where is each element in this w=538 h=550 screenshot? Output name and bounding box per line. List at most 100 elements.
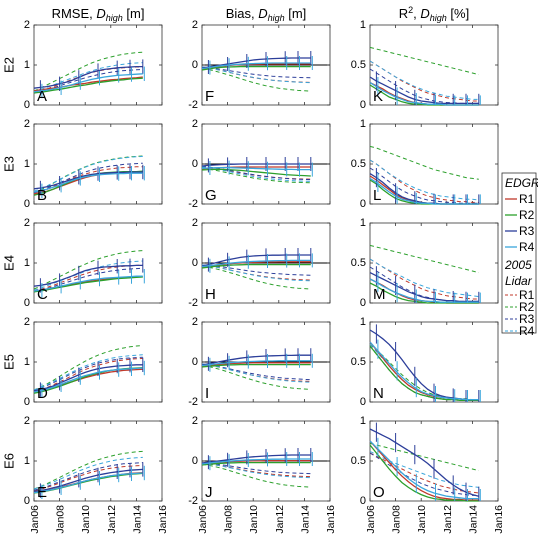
- lidar-line-R1: [201, 363, 311, 382]
- y-tick-label: 0: [360, 495, 366, 507]
- lidar-line-R2: [33, 345, 143, 391]
- panel-M: 0 0.5 1 M: [351, 217, 499, 309]
- edgr-line-R3: [33, 364, 143, 392]
- panel-letter: F: [205, 88, 214, 105]
- lidar-line-R2: [201, 167, 311, 184]
- y-tick-label: -2: [188, 198, 198, 210]
- edgr-line-R3: [201, 254, 311, 267]
- edgr-line-R3: [201, 354, 311, 366]
- edgr-line-R3: [33, 65, 143, 89]
- y-tick-label: 0: [24, 396, 30, 408]
- lidar-line-R3: [33, 462, 143, 491]
- x-tick-label: Jan06: [365, 505, 377, 534]
- lidar-line-R2: [33, 250, 143, 290]
- lidar-line-R4: [201, 363, 311, 383]
- lidar-line-R3: [33, 267, 143, 293]
- panel-N: 0 0.5 1 N: [351, 316, 499, 408]
- title-var: D: [420, 6, 429, 21]
- x-tick-label: Jan14: [467, 505, 479, 534]
- panel-frame: [33, 123, 163, 205]
- y-tick-label: 2: [24, 415, 30, 427]
- lidar-line-R4: [369, 60, 479, 100]
- lidar-line-R2: [201, 265, 311, 290]
- y-tick-label: 0.5: [351, 59, 366, 71]
- title-unit: [%]: [447, 6, 469, 21]
- edgr-line-R2: [369, 282, 479, 304]
- x-tick-label: Jan06: [29, 505, 41, 534]
- y-tick-label: 0.5: [351, 257, 366, 269]
- x-tick-labels: Jan06 Jan08 Jan10 Jan12 Jan14 Jan16 Jan06 Jan08…: [29, 505, 505, 534]
- legend-label-edgr-R3: R3: [519, 224, 535, 238]
- y-tick-label: 0.5: [351, 158, 366, 170]
- y-tick-label: 2: [192, 118, 198, 130]
- panel-F: -2 0 2 F: [188, 19, 331, 111]
- lidar-line-R1: [369, 258, 479, 300]
- y-tick-label: 0.5: [351, 356, 366, 368]
- lidar-line-R2: [369, 344, 479, 401]
- legend-label-lidar-R4: R4: [519, 324, 535, 338]
- y-tick-label: 2: [192, 316, 198, 328]
- lidar-line-R2: [33, 51, 143, 92]
- y-tick-label: -2: [188, 495, 198, 507]
- edgr-line-R3: [369, 76, 479, 105]
- lidar-line-R4: [369, 258, 479, 298]
- lidar-line-R3: [33, 162, 143, 194]
- y-tick-label: 1: [24, 257, 30, 269]
- lidar-line-R1: [369, 452, 479, 494]
- edgr-line-R1: [201, 362, 311, 367]
- edgr-line-R2: [33, 77, 143, 94]
- row-label-E6: E6: [1, 453, 16, 469]
- panel-letter: C: [37, 286, 48, 303]
- edgr-line-R4: [369, 440, 479, 500]
- panel-A: 0 1 2 A: [24, 19, 163, 111]
- edgr-line-R2: [201, 363, 311, 368]
- legend-label-edgr-R4: R4: [519, 240, 535, 254]
- edgr-line-R1: [369, 440, 479, 501]
- edgr-line-R4: [369, 341, 479, 401]
- x-tick-label: Jan16: [325, 505, 337, 534]
- legend-title-edgr: EDGR: [505, 176, 538, 190]
- title-prefix: RMSE,: [52, 6, 97, 21]
- legend-title-2005: 2005: [504, 258, 532, 272]
- edgr-line-R4: [33, 367, 143, 393]
- row-label-E5: E5: [1, 354, 16, 370]
- title-prefix: R: [399, 6, 408, 21]
- panel-E: 0 1 2 E: [24, 415, 163, 507]
- panel-letter: J: [205, 484, 213, 501]
- lidar-line-R3: [33, 68, 143, 94]
- y-tick-label: -2: [188, 99, 198, 111]
- title-sub: high: [106, 13, 123, 23]
- x-tick-label: Jan12: [274, 505, 286, 534]
- edgr-line-R4: [33, 172, 143, 193]
- edgr-line-R2: [201, 168, 311, 177]
- y-tick-label: 0: [360, 99, 366, 111]
- y-tick-label: 0: [24, 198, 30, 210]
- panel-frame: [369, 24, 499, 106]
- panel-O: 0 0.5 1 O: [351, 415, 499, 507]
- lidar-line-R3: [201, 363, 311, 381]
- y-tick-label: 0: [192, 158, 198, 170]
- lidar-line-R2: [201, 463, 311, 488]
- lidar-line-R4: [33, 456, 143, 490]
- y-tick-label: 0: [192, 356, 198, 368]
- edgr-line-R3: [201, 163, 311, 167]
- y-tick-label: 1: [360, 217, 366, 229]
- column-title-3: R2, Dhigh [%]: [399, 5, 469, 23]
- x-tick-label: Jan08: [391, 505, 403, 534]
- panel-letter: G: [205, 187, 217, 204]
- title-unit: [m]: [123, 6, 145, 21]
- lidar-line-R2: [201, 364, 311, 390]
- panel-letter: M: [373, 286, 386, 303]
- panel-letter: L: [373, 187, 381, 204]
- edgr-line-R2: [201, 263, 311, 269]
- title-var: D: [258, 6, 267, 21]
- lidar-line-R2: [369, 46, 479, 76]
- panel-letter: B: [37, 187, 47, 204]
- lidar-line-R2: [369, 244, 479, 274]
- row-label-E4: E4: [1, 255, 16, 271]
- lidar-line-R4: [33, 62, 143, 93]
- x-tick-label: Jan16: [157, 505, 169, 534]
- x-tick-label: Jan08: [223, 505, 235, 534]
- legend-label-lidar-R3: R3: [519, 312, 535, 326]
